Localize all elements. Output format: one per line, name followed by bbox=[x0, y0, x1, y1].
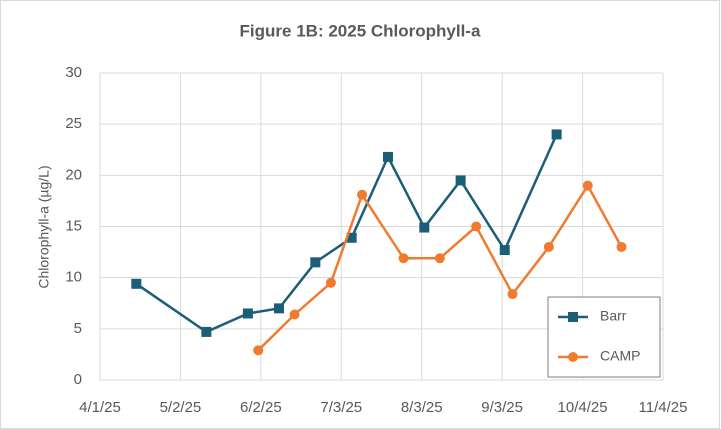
legend-label: Barr bbox=[600, 308, 627, 324]
x-tick-label: 6/2/25 bbox=[240, 399, 282, 416]
x-tick-label: 7/3/25 bbox=[320, 399, 362, 416]
legend-label: CAMP bbox=[600, 348, 640, 364]
x-tick-label: 4/1/25 bbox=[79, 399, 121, 416]
y-axis-label: Chlorophyll-a (µg/L) bbox=[36, 165, 52, 288]
x-tick-label: 5/2/25 bbox=[160, 399, 202, 416]
y-tick-label: 5 bbox=[74, 320, 82, 337]
marker bbox=[289, 309, 300, 320]
marker bbox=[131, 278, 142, 289]
marker bbox=[357, 189, 368, 200]
marker bbox=[346, 232, 357, 243]
marker bbox=[325, 277, 336, 288]
marker bbox=[382, 151, 393, 162]
marker bbox=[434, 253, 445, 264]
x-tick-label: 10/4/25 bbox=[558, 399, 608, 416]
marker bbox=[507, 289, 518, 300]
legend-box bbox=[547, 296, 661, 378]
y-tick-label: 15 bbox=[65, 217, 82, 234]
y-tick-label: 20 bbox=[65, 166, 82, 183]
marker bbox=[471, 221, 482, 232]
marker bbox=[455, 175, 466, 186]
x-tick-label: 8/3/25 bbox=[401, 399, 443, 416]
legend-marker bbox=[568, 312, 578, 322]
y-tick-label: 30 bbox=[65, 64, 82, 81]
legend: Barr CAMP bbox=[547, 296, 661, 378]
marker bbox=[616, 241, 627, 252]
marker bbox=[551, 129, 562, 140]
y-tick-label: 0 bbox=[74, 371, 82, 388]
marker bbox=[201, 326, 212, 337]
marker bbox=[499, 245, 510, 256]
y-tick-label: 10 bbox=[65, 269, 82, 286]
marker bbox=[543, 241, 554, 252]
marker bbox=[398, 253, 409, 264]
legend-marker bbox=[568, 352, 578, 362]
marker bbox=[253, 345, 264, 356]
chart-title: Figure 1B: 2025 Chlorophyll-a bbox=[240, 21, 481, 40]
x-tick-label: 11/4/25 bbox=[639, 399, 688, 416]
marker bbox=[419, 222, 430, 233]
y-tick-label: 25 bbox=[65, 115, 82, 132]
marker bbox=[310, 257, 321, 268]
x-tick-label: 9/3/25 bbox=[481, 399, 523, 416]
marker bbox=[242, 308, 253, 319]
marker bbox=[274, 303, 285, 314]
marker bbox=[582, 180, 593, 191]
